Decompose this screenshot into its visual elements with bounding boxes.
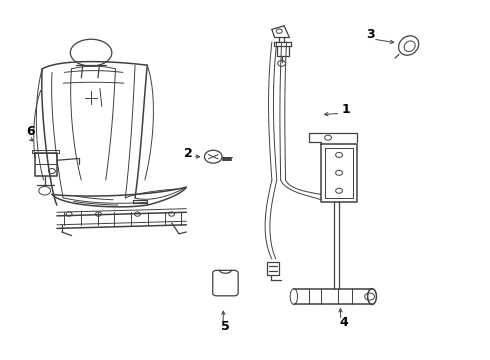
Text: 1: 1 (342, 103, 350, 116)
Text: 2: 2 (184, 147, 193, 160)
Text: 3: 3 (366, 28, 375, 41)
Text: 4: 4 (339, 316, 348, 329)
Text: 6: 6 (26, 125, 35, 138)
Text: 5: 5 (220, 320, 229, 333)
